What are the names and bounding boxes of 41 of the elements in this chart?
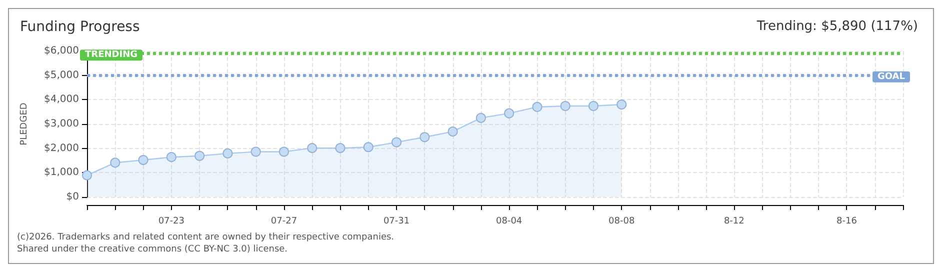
point [420,132,430,142]
point [335,143,346,154]
point [307,143,318,154]
x-tick-label: 08-08 [608,216,635,226]
y-tick-label: $6,000 [44,46,79,56]
ref-line-label: GOAL [878,72,906,82]
point [250,146,261,157]
y-axis-title: PLEDGED [20,102,30,146]
point [616,100,627,110]
y-tick-label: $4,000 [44,94,79,106]
x-tick-label: 07-31 [383,216,410,226]
point [532,102,542,112]
point [560,100,570,111]
text: (c)2026. Trademarks and related content are owned by their respective companies. [17,232,394,242]
y-tick-label: $1,000 [44,167,79,178]
point [504,108,514,118]
point [138,155,148,166]
x-tick-label: 8-16 [836,216,858,226]
point [82,170,92,180]
text: Shared under the creative commons (CC BY-NC 3.0) license. [17,244,288,254]
y-tick-label: $0 [66,192,79,202]
y-tick-label: $2,000 [44,142,79,154]
point [363,142,374,152]
point [166,152,176,162]
chart-title: Funding Progress [20,19,140,35]
y-tick-label: $3,000 [44,118,79,130]
point [222,148,233,158]
point [448,126,458,137]
x-tick-label: 08-04 [496,216,522,226]
point [110,158,120,168]
point [278,146,289,157]
point [476,112,486,123]
point [588,100,598,111]
x-tick-label: 07-23 [158,216,184,226]
ref-line-label: TRENDING [85,50,138,60]
y-tick-label: $5,000 [44,70,79,81]
x-tick-label: 8-12 [724,216,744,226]
point [194,150,205,161]
x-tick-label: 07-27 [270,216,298,226]
point [392,137,402,148]
chart-subtitle: Trending: $5,890 (117%) [756,19,918,34]
